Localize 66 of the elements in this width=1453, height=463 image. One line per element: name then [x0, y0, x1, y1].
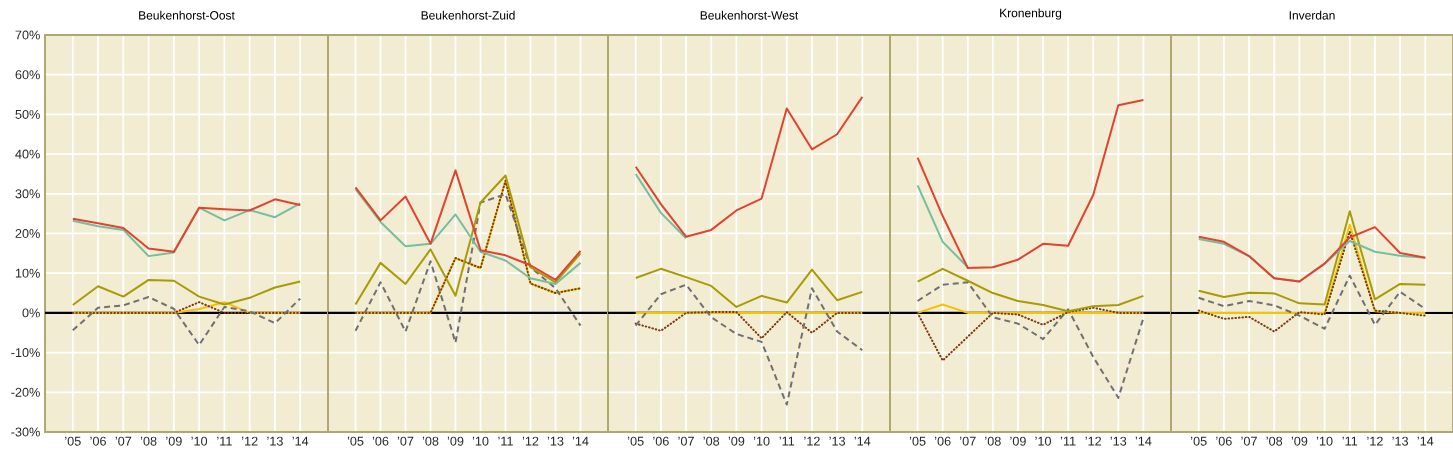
- x-tick-label: ’05: [909, 436, 926, 446]
- chart-title: Beukenhorst-Zuid: [421, 10, 515, 20]
- x-tick-label: ’11: [1342, 436, 1358, 446]
- x-tick-label: ’08: [985, 436, 1001, 446]
- x-tick-label: ’08: [703, 436, 720, 446]
- y-tick-label: 50%: [15, 109, 40, 119]
- x-tick-label: ’14: [572, 436, 589, 446]
- x-tick-label: ’10: [1035, 436, 1051, 446]
- x-tick-label: ’14: [1417, 436, 1434, 446]
- x-tick-label: ’07: [397, 436, 414, 446]
- x-tick-label: ’10: [191, 436, 208, 446]
- y-tick-label: -20%: [11, 387, 40, 397]
- x-tick-label: ’06: [653, 436, 669, 446]
- x-tick-label: ’06: [90, 436, 106, 446]
- chart-title: Beukenhorst-West: [700, 10, 799, 20]
- y-tick-label: 60%: [15, 70, 40, 80]
- x-tick-label: ’12: [242, 436, 258, 446]
- x-tick-label: ’10: [753, 436, 770, 446]
- x-tick-label: ’06: [372, 436, 389, 446]
- x-tick-label: ’10: [1316, 436, 1333, 446]
- x-tick-label: ’06: [935, 436, 951, 446]
- y-tick-label: 0%: [22, 308, 40, 318]
- x-tick-label: ’05: [347, 436, 364, 446]
- x-tick-label: ’11: [498, 436, 513, 446]
- y-tick-label: -30%: [11, 427, 40, 437]
- x-tick-label: ’11: [1060, 436, 1076, 446]
- x-tick-label: ’14: [1135, 436, 1152, 446]
- x-tick-label: ’11: [217, 436, 232, 446]
- x-tick-label: ’13: [547, 436, 564, 446]
- chart-title: Inverdan: [1289, 10, 1335, 20]
- x-tick-label: ’06: [1216, 436, 1232, 446]
- x-tick-label: ’08: [422, 436, 439, 446]
- y-tick-label: 70%: [15, 30, 40, 40]
- x-tick-label: ’14: [292, 436, 309, 446]
- x-tick-label: ’05: [628, 436, 644, 446]
- x-tick-label: ’07: [1241, 436, 1257, 446]
- x-tick-label: ’07: [115, 436, 132, 446]
- chart-title: Beukenhorst-Oost: [139, 10, 235, 20]
- x-tick-label: ’09: [1010, 436, 1026, 446]
- y-tick-label: 10%: [15, 268, 40, 278]
- x-tick-label: ’09: [166, 436, 182, 446]
- x-tick-label: ’09: [1291, 436, 1308, 446]
- y-tick-label: 30%: [15, 189, 40, 199]
- x-tick-label: ’13: [267, 436, 283, 446]
- x-tick-label: ’05: [1191, 436, 1207, 446]
- x-tick-label: ’12: [1085, 436, 1102, 446]
- x-tick-label: ’14: [854, 436, 871, 446]
- y-tick-label: 40%: [15, 149, 40, 159]
- x-tick-label: ’08: [1266, 436, 1283, 446]
- x-tick-label: ’08: [140, 436, 157, 446]
- y-tick-label: -10%: [11, 348, 40, 358]
- x-tick-label: ’13: [1392, 436, 1409, 446]
- x-tick-label: ’09: [728, 436, 745, 446]
- y-tick-label: 20%: [15, 229, 40, 238]
- x-tick-label: ’09: [447, 436, 464, 446]
- x-tick-label: ’13: [829, 436, 846, 446]
- x-tick-label: ’07: [960, 436, 976, 446]
- x-tick-label: ’10: [472, 436, 489, 446]
- chart-title: Kronenburg: [1000, 8, 1062, 20]
- x-tick-label: ’05: [65, 436, 81, 446]
- x-tick-label: ’07: [678, 436, 694, 446]
- x-tick-label: ’12: [804, 436, 820, 446]
- x-tick-label: ’13: [1110, 436, 1127, 446]
- x-tick-label: ’12: [522, 436, 539, 446]
- x-tick-label: ’12: [1367, 436, 1383, 446]
- x-tick-label: ’11: [779, 436, 795, 446]
